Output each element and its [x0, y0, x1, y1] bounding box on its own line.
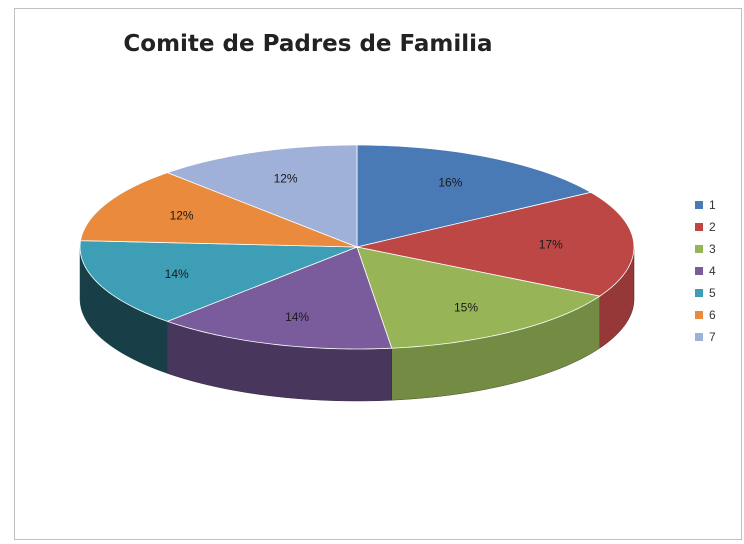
legend-item-2: 2 — [695, 216, 716, 238]
pie-slice-1 — [356, 144, 592, 248]
pie-slice-5 — [79, 240, 358, 322]
legend-item-4: 4 — [695, 260, 716, 282]
pie-slice-6 — [80, 172, 358, 248]
data-label-2: 17% — [539, 238, 563, 252]
legend-swatch — [695, 333, 703, 341]
legend-swatch — [695, 267, 703, 275]
chart-title: Comite de Padres de Familia — [123, 31, 493, 57]
legend-label: 6 — [709, 308, 716, 322]
data-label-3: 15% — [454, 301, 478, 315]
legend-label: 3 — [709, 242, 716, 256]
legend-swatch — [695, 245, 703, 253]
data-label-4: 14% — [285, 310, 309, 324]
legend-label: 1 — [709, 198, 716, 212]
legend-label: 5 — [709, 286, 716, 300]
legend-item-5: 5 — [695, 282, 716, 304]
pie-slice-3 — [356, 246, 601, 349]
legend-item-1: 1 — [695, 194, 716, 216]
data-label-1: 16% — [438, 176, 462, 190]
legend-swatch — [695, 311, 703, 319]
legend-label: 4 — [709, 264, 716, 278]
legend-label: 7 — [709, 330, 716, 344]
pie-data-labels: 16% 17% 15% 14% 14% 12% 12% — [165, 172, 563, 324]
legend-item-3: 3 — [695, 238, 716, 260]
legend-swatch — [695, 223, 703, 231]
pie-side-walls — [79, 246, 635, 402]
pie-slice-7 — [166, 144, 358, 248]
data-label-7: 12% — [274, 172, 298, 186]
legend: 1 2 3 4 5 6 7 — [695, 194, 716, 348]
data-label-5: 14% — [165, 267, 189, 281]
legend-label: 2 — [709, 220, 716, 234]
pie-top — [79, 144, 635, 350]
data-label-6: 12% — [170, 209, 194, 223]
pie-slice-4 — [166, 246, 393, 350]
pie-slice-2 — [356, 191, 635, 297]
legend-item-7: 7 — [695, 326, 716, 348]
legend-swatch — [695, 201, 703, 209]
legend-swatch — [695, 289, 703, 297]
legend-item-6: 6 — [695, 304, 716, 326]
